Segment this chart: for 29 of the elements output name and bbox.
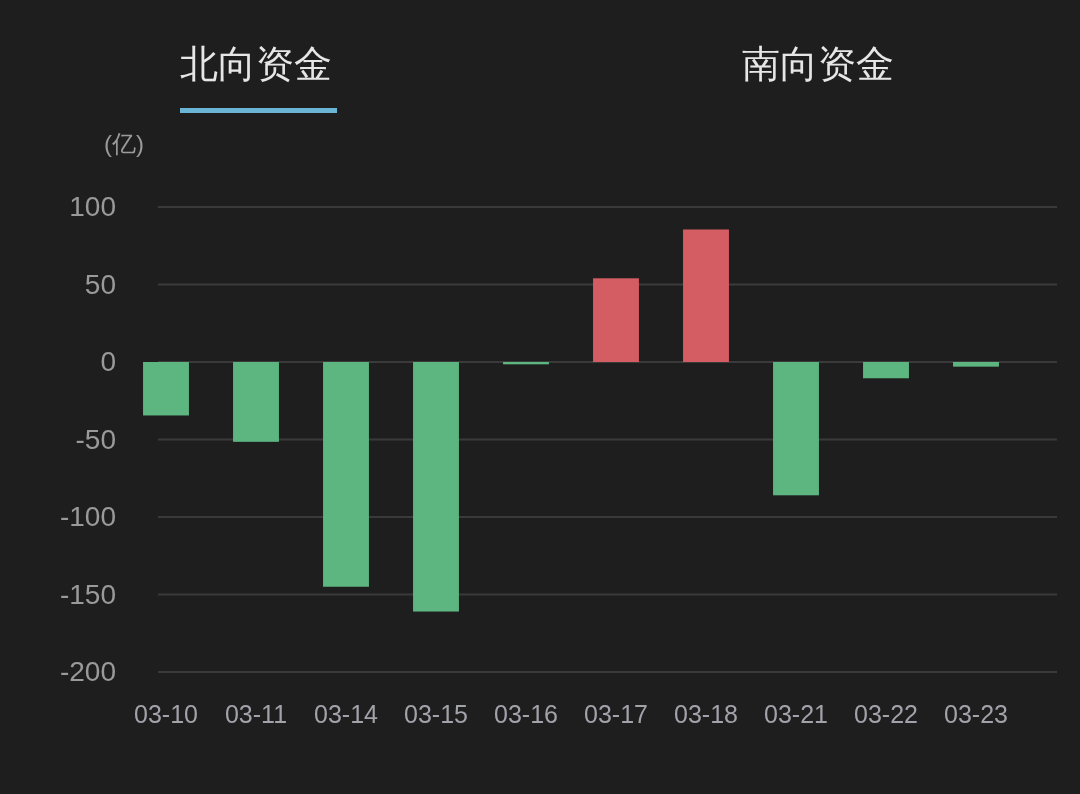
bar: [233, 362, 279, 442]
x-tick-label: 03-23: [944, 699, 1008, 728]
y-tick-label: -50: [75, 423, 116, 455]
x-tick-label: 03-15: [404, 699, 468, 728]
y-tick-label: -100: [59, 501, 116, 533]
y-tick-label: 100: [69, 191, 116, 223]
bar: [413, 362, 459, 612]
y-tick-label: -200: [59, 656, 116, 688]
bar: [863, 362, 909, 379]
x-tick-label: 03-22: [854, 699, 918, 728]
bar: [773, 362, 819, 496]
x-tick-label: 03-10: [134, 699, 198, 728]
x-tick-label: 03-14: [314, 699, 379, 728]
x-tick-label: 03-16: [494, 699, 558, 728]
x-tick-label: 03-18: [674, 699, 738, 728]
text: 南向资金: [742, 43, 894, 85]
bar: [593, 278, 639, 362]
x-tick-label: 03-11: [224, 699, 288, 728]
bar: [683, 229, 729, 362]
bar: [143, 362, 189, 416]
bar: [323, 362, 369, 587]
x-tick-label: 03-17: [584, 699, 648, 728]
y-tick-label: -150: [59, 578, 116, 610]
x-tick-label: 03-21: [764, 699, 828, 728]
chart-title: 北向资金: [180, 43, 332, 85]
bar: [953, 362, 999, 367]
y-tick-label: 50: [84, 268, 116, 300]
y-axis-title: (亿): [104, 130, 144, 157]
y-tick-label: 0: [100, 346, 116, 378]
